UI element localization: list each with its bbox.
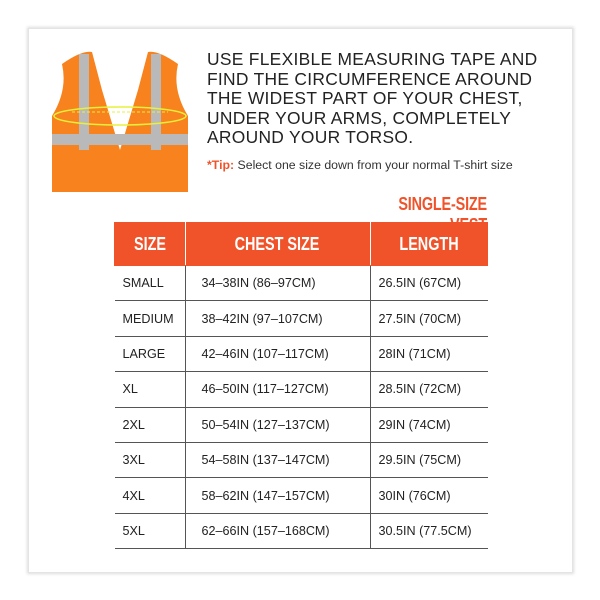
- chest-cell: 46–50IN (117–127CM): [184, 371, 371, 408]
- table-row: XL 46–50IN (117–127CM) 28.5IN (72CM): [114, 371, 488, 408]
- table-row: 5XL 62–66IN (157–168CM) 30.5IN (77.5CM): [114, 512, 488, 550]
- length-cell: 29IN (74CM): [369, 406, 488, 443]
- chest-cell: 38–42IN (97–107CM): [184, 300, 371, 337]
- size-table: SIZE CHEST SIZE LENGTH SMALL 34–38IN (86–…: [114, 222, 488, 550]
- length-cell: 29.5IN (75CM): [369, 441, 488, 479]
- tip-text: Select one size down from your normal T-…: [234, 158, 513, 172]
- tip-label: *Tip:: [207, 158, 235, 172]
- length-cell: 26.5IN (67CM): [369, 264, 488, 302]
- length-cell: 30.5IN (77.5CM): [369, 512, 488, 550]
- size-cell: 3XL: [114, 441, 186, 479]
- vest-illustration-icon: [52, 51, 188, 192]
- table-row: SMALL 34–38IN (86–97CM) 26.5IN (67CM): [114, 264, 488, 302]
- header-chest-size: CHEST SIZE: [184, 222, 371, 266]
- length-cell: 30IN (76CM): [369, 477, 488, 514]
- size-cell: LARGE: [114, 335, 186, 373]
- length-cell: 27.5IN (70CM): [369, 300, 488, 337]
- chest-cell: 50–54IN (127–137CM): [184, 406, 371, 443]
- size-cell: 2XL: [114, 406, 186, 443]
- size-cell: MEDIUM: [114, 300, 186, 337]
- size-cell: 4XL: [114, 477, 186, 514]
- size-cell: 5XL: [114, 512, 186, 550]
- size-cell: XL: [114, 371, 186, 408]
- measuring-instructions: USE FLEXIBLE MEASURING TAPE AND FIND THE…: [207, 49, 538, 147]
- chest-cell: 62–66IN (157–168CM): [184, 512, 371, 550]
- size-cell: SMALL: [114, 264, 186, 302]
- header-length: LENGTH: [369, 222, 488, 266]
- sizing-tip: *Tip: Select one size down from your nor…: [207, 158, 513, 172]
- length-cell: 28.5IN (72CM): [369, 371, 488, 408]
- table-row: 2XL 50–54IN (127–137CM) 29IN (74CM): [114, 406, 488, 443]
- chest-cell: 54–58IN (137–147CM): [184, 441, 371, 479]
- header-size: SIZE: [114, 222, 186, 266]
- length-cell: 28IN (71CM): [369, 335, 488, 373]
- table-row: MEDIUM 38–42IN (97–107CM) 27.5IN (70CM): [114, 300, 488, 337]
- table-row: LARGE 42–46IN (107–117CM) 28IN (71CM): [114, 335, 488, 373]
- table-row: 4XL 58–62IN (147–157CM) 30IN (76CM): [114, 477, 488, 514]
- chest-cell: 42–46IN (107–117CM): [184, 335, 371, 373]
- chest-cell: 34–38IN (86–97CM): [184, 264, 371, 302]
- table-row: 3XL 54–58IN (137–147CM) 29.5IN (75CM): [114, 441, 488, 479]
- chest-cell: 58–62IN (147–157CM): [184, 477, 371, 514]
